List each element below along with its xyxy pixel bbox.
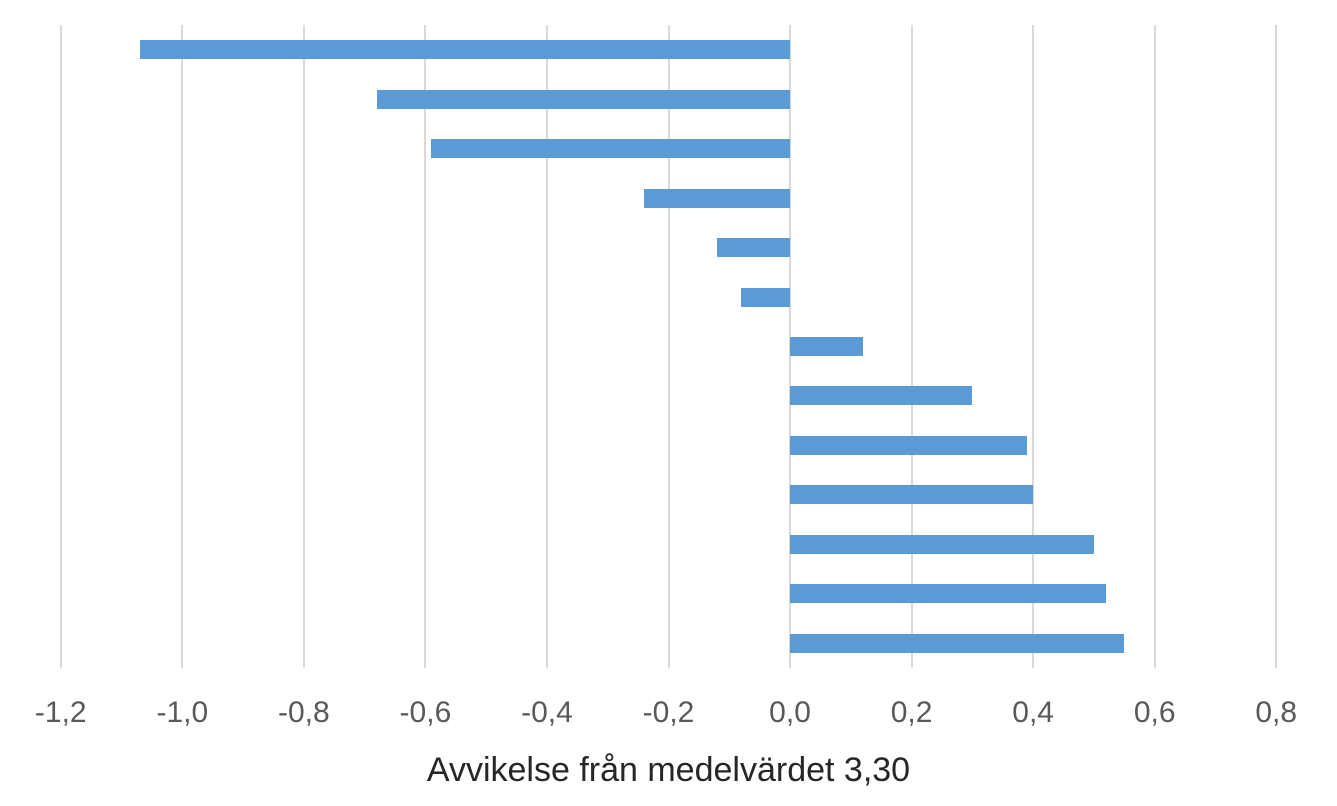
x-axis-title: Avvikelse från medelvärdet 3,30 — [426, 751, 911, 789]
bar — [741, 287, 791, 307]
x-axis-tick-label: -1,0 — [156, 696, 209, 729]
bar — [790, 386, 973, 406]
bar — [790, 485, 1034, 505]
x-axis-tick-label: -0,4 — [521, 696, 573, 729]
bar — [790, 534, 1094, 554]
plot-area — [0, 25, 1337, 668]
x-axis-tick-label: 0,8 — [1255, 696, 1298, 729]
x-axis-tick-label: 0,4 — [1012, 696, 1054, 729]
x-axis-tick-label: 0,6 — [1133, 696, 1176, 729]
x-axis-tick-label: -1,2 — [34, 696, 87, 729]
gridline — [910, 25, 913, 668]
gridline — [1275, 25, 1278, 668]
bar — [644, 188, 791, 208]
x-axis-tick-label: -0,6 — [399, 696, 452, 729]
bar — [790, 584, 1107, 604]
bar — [790, 337, 863, 356]
bar — [376, 89, 791, 109]
x-axis-tick-label: -0,2 — [642, 696, 695, 729]
x-axis-tick-label: 0,2 — [890, 696, 933, 729]
bar — [717, 238, 791, 258]
gridline — [424, 25, 427, 668]
gridline — [667, 25, 670, 668]
bar — [139, 40, 791, 60]
gridline — [545, 25, 548, 668]
gridline — [181, 25, 184, 668]
gridline — [302, 25, 305, 668]
bar — [790, 633, 1125, 653]
gridline — [1153, 25, 1156, 668]
gridline — [59, 25, 62, 668]
x-axis-tick-label: -0,8 — [278, 696, 330, 729]
bar — [431, 139, 791, 159]
x-axis-tick-label: 0,0 — [769, 696, 811, 729]
bar — [790, 435, 1028, 455]
gridline — [1032, 25, 1035, 668]
